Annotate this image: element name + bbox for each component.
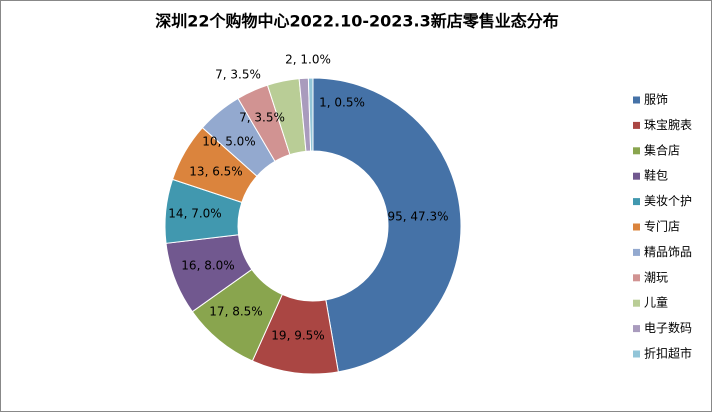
legend-swatch: [633, 299, 640, 307]
legend-swatch: [633, 248, 640, 256]
data-label: 14, 7.0%: [168, 207, 221, 221]
legend-label: 儿童: [644, 295, 668, 310]
legend-swatch: [633, 121, 640, 129]
legend-label: 精品饰品: [644, 245, 692, 259]
data-label: 19, 9.5%: [271, 329, 324, 343]
data-label: 13, 6.5%: [189, 165, 242, 179]
legend-swatch: [633, 172, 640, 180]
legend-label: 鞋包: [644, 168, 668, 183]
legend-label: 专门店: [644, 219, 680, 234]
data-label: 7, 3.5%: [215, 68, 261, 82]
legend-swatch: [633, 325, 640, 333]
chart-title: 深圳22个购物中心2022.10-2023.3新店零售业态分布: [155, 12, 559, 31]
legend-label: 折扣超市: [644, 346, 692, 361]
data-label: 17, 8.5%: [209, 305, 262, 319]
legend-swatch: [633, 147, 640, 155]
legend-label: 集合店: [644, 142, 680, 157]
data-label: 95, 47.3%: [387, 210, 448, 224]
legend-label: 电子数码: [644, 320, 692, 335]
legend-swatch: [633, 223, 640, 231]
donut-slice: [312, 77, 462, 373]
data-label: 16, 8.0%: [181, 259, 234, 273]
legend-swatch: [633, 350, 640, 358]
data-label: 1, 0.5%: [319, 96, 365, 110]
legend-swatch: [633, 96, 640, 104]
legend-label: 潮玩: [644, 269, 668, 284]
donut-slice: [307, 77, 314, 152]
data-label: 7, 3.5%: [239, 111, 285, 125]
legend-label: 美妆个护: [644, 194, 692, 208]
legend-swatch: [633, 198, 640, 206]
legend-label: 珠宝腕表: [644, 117, 692, 132]
data-label: 2, 1.0%: [285, 53, 331, 67]
data-label: 10, 5.0%: [202, 135, 255, 149]
legend-label: 服饰: [644, 93, 668, 107]
legend-swatch: [633, 274, 640, 282]
